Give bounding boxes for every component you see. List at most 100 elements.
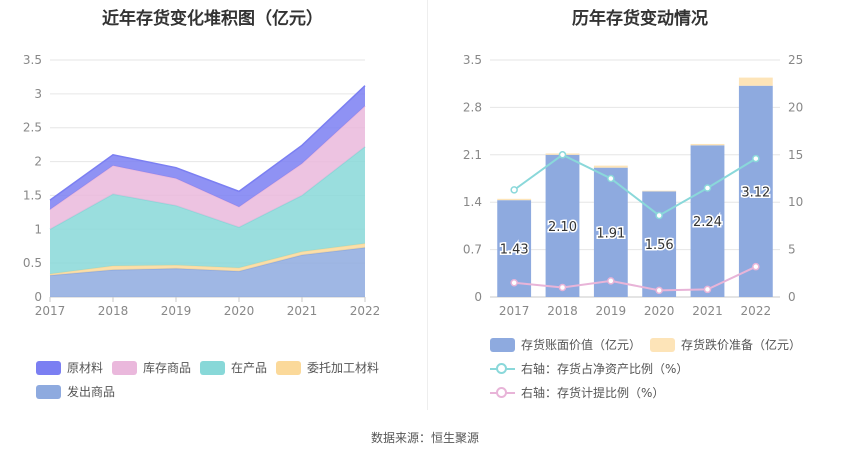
y-tick-label: 2.5 [23, 121, 42, 135]
x-tick-label: 2019 [161, 304, 192, 318]
legend-swatch [200, 360, 225, 375]
y-tick-label: 1 [34, 222, 42, 236]
legend-item-finished-goods[interactable]: 库存商品 [112, 359, 191, 376]
bar-value-label: 1.56 [645, 238, 674, 253]
left-chart-title: 近年存货变化堆积图（亿元） [102, 9, 323, 29]
legend-item-raw-materials[interactable]: 原材料 [36, 359, 103, 376]
line-point [655, 211, 663, 220]
y-tick-label: 2 [34, 155, 42, 169]
legend-label: 库存商品 [143, 361, 192, 375]
legend-label: 委托加工材料 [307, 361, 380, 375]
area-在产品 [50, 146, 365, 274]
bar-value-label: 2.10 [548, 220, 577, 235]
bar-存货跌价准备（亿元） [497, 198, 532, 201]
bar-存货跌价准备（亿元） [738, 77, 773, 86]
legend-label: 存货跌价准备（亿元） [681, 338, 802, 352]
legend-item-consigned-materials[interactable]: 委托加工材料 [276, 359, 379, 376]
bar-存货跌价准备（亿元） [642, 190, 677, 192]
legend-label: 发出商品 [67, 385, 116, 399]
legend-item-inventory-to-net-assets[interactable]: 右轴：存货占净资产比例（%） [490, 360, 688, 377]
y2-tick-label: 25 [788, 53, 803, 67]
area-edge-发出商品 [49, 246, 366, 277]
bar-存货账面价值（亿元） [545, 154, 580, 297]
x-tick-label: 2020 [224, 304, 255, 318]
y-tick-label: 1.4 [463, 195, 482, 209]
legend-item-work-in-progress[interactable]: 在产品 [200, 359, 267, 376]
y-tick-label: 0.7 [463, 243, 482, 257]
legend-swatch [276, 360, 301, 375]
area-委托加工材料 [50, 243, 365, 276]
chart-divider [427, 0, 428, 410]
y-tick-label: 3 [34, 87, 42, 101]
y-tick-label: 0.5 [23, 256, 42, 270]
y2-tick-label: 0 [788, 290, 796, 304]
bar-value-label: 1.43 [500, 243, 529, 258]
line-point [703, 285, 712, 294]
line-point [558, 151, 567, 159]
bar-存货账面价值（亿元） [738, 85, 773, 297]
y-tick-label: 0 [34, 290, 42, 304]
y2-tick-label: 10 [788, 195, 803, 209]
y2-tick-label: 5 [788, 243, 796, 257]
legend-swatch [36, 360, 61, 375]
bar-value-label: 1.91 [596, 226, 625, 241]
legend-label: 右轴：存货占净资产比例（%） [521, 362, 689, 376]
x-tick-label: 2022 [350, 304, 381, 318]
bar-value-label: 2.24 [693, 215, 722, 230]
legend-swatch [650, 337, 675, 352]
x-tick-label: 2020 [644, 304, 675, 318]
area-edge-原材料 [49, 85, 366, 201]
bar-value-label: 3.12 [741, 185, 770, 200]
line-右轴：存货占净资产比例（%） [513, 153, 757, 217]
x-tick-label: 2022 [741, 304, 772, 318]
line-point [558, 283, 567, 292]
line-point [752, 262, 760, 271]
line-point [607, 174, 615, 183]
area-库存商品 [50, 106, 365, 230]
line-右轴：存货计提比例（%） [514, 265, 757, 292]
area-发出商品 [50, 247, 365, 297]
area-原材料 [50, 85, 365, 210]
legend-label: 存货账面价值（亿元） [521, 338, 642, 352]
legend-item-impairment-provision[interactable]: 存货跌价准备（亿元） [650, 336, 801, 353]
y-tick-label: 3.5 [463, 53, 482, 67]
bar-存货账面价值（亿元） [690, 145, 725, 297]
y-tick-label: 3.5 [23, 53, 42, 67]
legend-line-marker [490, 386, 515, 400]
x-tick-label: 2019 [596, 304, 627, 318]
legend-item-provision-ratio[interactable]: 右轴：存货计提比例（%） [490, 384, 664, 401]
legend-label: 右轴：存货计提比例（%） [521, 386, 665, 400]
y-tick-label: 1.5 [23, 188, 42, 202]
legend-label: 在产品 [231, 361, 268, 375]
y2-tick-label: 20 [788, 100, 803, 114]
bar-存货账面价值（亿元） [593, 167, 628, 297]
x-tick-label: 2021 [287, 304, 318, 318]
line-point [510, 186, 518, 194]
y-tick-label: 0 [474, 290, 482, 304]
legend-label: 原材料 [67, 361, 104, 375]
legend-swatch [112, 360, 137, 375]
line-point [752, 154, 760, 163]
right-chart-title: 历年存货变动情况 [572, 9, 708, 29]
x-tick-label: 2017 [499, 304, 530, 318]
legend-item-goods-shipped[interactable]: 发出商品 [36, 383, 115, 400]
bar-存货跌价准备（亿元） [593, 165, 628, 168]
data-source-note: 数据来源：恒生聚源 [370, 431, 479, 445]
x-tick-label: 2018 [98, 304, 129, 318]
bar-存货跌价准备（亿元） [690, 143, 725, 146]
legend-item-book-value[interactable]: 存货账面价值（亿元） [490, 336, 641, 353]
x-tick-label: 2017 [35, 304, 66, 318]
line-point [607, 277, 615, 285]
y-tick-label: 2.8 [463, 100, 482, 114]
legend-line-marker [490, 362, 515, 376]
legend-swatch [490, 337, 515, 352]
line-point [510, 279, 518, 287]
y-tick-label: 2.1 [463, 148, 482, 162]
legend-swatch [36, 384, 61, 399]
line-point [703, 184, 712, 192]
y2-tick-label: 15 [788, 148, 803, 162]
x-tick-label: 2021 [692, 304, 723, 318]
line-point [655, 286, 663, 295]
x-tick-label: 2018 [547, 304, 578, 318]
